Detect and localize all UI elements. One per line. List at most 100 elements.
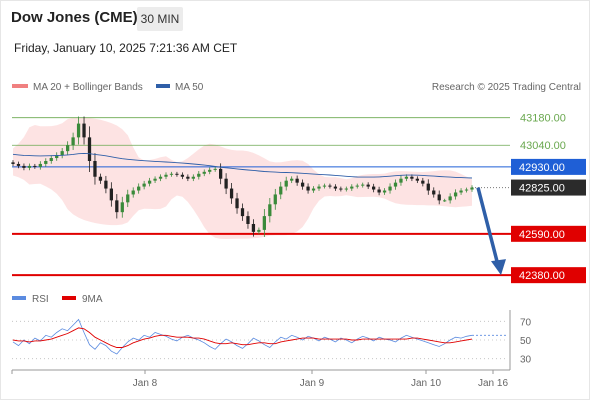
candle-body-38 bbox=[219, 168, 223, 179]
candle-body-9 bbox=[60, 151, 64, 156]
timeframe-button[interactable]: 30 MIN bbox=[137, 7, 183, 31]
x-label-Jan 10: Jan 10 bbox=[411, 378, 441, 389]
candle-body-77 bbox=[432, 190, 436, 195]
candle-body-81 bbox=[453, 192, 458, 197]
candle-body-22 bbox=[131, 190, 135, 195]
candle-body-25 bbox=[147, 180, 152, 184]
candle-body-43 bbox=[246, 216, 250, 224]
candle-body-82 bbox=[459, 190, 463, 193]
moving-averages bbox=[12, 152, 473, 179]
candle-body-26 bbox=[153, 178, 157, 181]
candle-body-59 bbox=[333, 186, 338, 189]
candle-body-5 bbox=[38, 163, 42, 167]
ma50-legend-swatch bbox=[156, 84, 170, 88]
candle-body-65 bbox=[366, 184, 370, 187]
candle-body-74 bbox=[415, 178, 419, 181]
candle-body-45 bbox=[257, 229, 261, 232]
price-level-labels: 43180.00 43040.00 42930.00 42825.00 42590.00… bbox=[511, 113, 586, 284]
candle-body-8 bbox=[55, 155, 59, 159]
candle-body-7 bbox=[49, 158, 53, 161]
candle-body-15 bbox=[93, 160, 97, 177]
candle-body-29 bbox=[169, 173, 174, 175]
candle-body-49 bbox=[279, 186, 283, 195]
level-label-42380.00: 42380.00 bbox=[519, 270, 565, 282]
level-tag-42825.00 bbox=[511, 179, 586, 196]
candle-body-1 bbox=[16, 163, 21, 166]
candle-body-10 bbox=[66, 145, 70, 152]
candle-body-2 bbox=[22, 165, 26, 168]
candle-body-35 bbox=[202, 171, 206, 174]
x-axis: Jan 8 Jan 9 Jan 10 Jan 16 bbox=[11, 370, 508, 389]
x-label-Jan 8: Jan 8 bbox=[133, 378, 158, 389]
rsi-ma-legend-swatch bbox=[62, 296, 76, 300]
candle-body-63 bbox=[355, 185, 359, 187]
x-label-Jan 16: Jan 16 bbox=[478, 378, 508, 389]
candle-body-28 bbox=[164, 174, 168, 177]
forecast-arrow bbox=[476, 187, 506, 276]
level-tag-42930.00 bbox=[511, 158, 586, 175]
candle-body-42 bbox=[240, 208, 245, 217]
candle-body-24 bbox=[142, 183, 146, 187]
forecast-arrow-head bbox=[491, 259, 506, 276]
candle-body-17 bbox=[104, 180, 108, 189]
candle-body-62 bbox=[350, 186, 354, 189]
candle-body-40 bbox=[229, 188, 234, 199]
level-label-42825.00: 42825.00 bbox=[519, 183, 565, 195]
candle-body-56 bbox=[317, 186, 321, 189]
candle-body-61 bbox=[344, 188, 348, 190]
ma50-line bbox=[12, 152, 473, 179]
candle-body-55 bbox=[311, 188, 316, 191]
candle-body-48 bbox=[273, 194, 277, 205]
candle-body-44 bbox=[251, 223, 256, 232]
level-tag-42590.00 bbox=[511, 225, 586, 242]
candle-body-60 bbox=[339, 188, 343, 190]
candle-body-58 bbox=[328, 185, 332, 187]
candle-body-57 bbox=[322, 185, 327, 187]
candle-body-46 bbox=[262, 216, 266, 230]
rsi-y-label-70: 70 bbox=[520, 317, 532, 328]
candle-body-70 bbox=[393, 182, 398, 187]
copyright-text: Research © 2025 Trading Central bbox=[432, 82, 581, 93]
candle-body-6 bbox=[44, 160, 48, 164]
candle-body-54 bbox=[306, 186, 310, 191]
rsi-ma-legend-label: 9MA bbox=[82, 294, 103, 305]
level-tag-42380.00 bbox=[511, 267, 586, 284]
candle-body-67 bbox=[377, 189, 381, 193]
candle-body-47 bbox=[268, 204, 272, 217]
candle-body-37 bbox=[213, 168, 217, 170]
bollinger-bands bbox=[13, 117, 472, 239]
candle-body-4 bbox=[33, 165, 37, 167]
candle-body-68 bbox=[382, 190, 387, 193]
candle-body-75 bbox=[421, 180, 425, 184]
candle-body-84 bbox=[470, 187, 474, 190]
candle-body-41 bbox=[235, 198, 239, 209]
candle-body-36 bbox=[208, 169, 212, 172]
candle-body-0 bbox=[11, 162, 15, 164]
rsi-y-label-30: 30 bbox=[520, 355, 532, 366]
level-label-43180.00: 43180.00 bbox=[520, 113, 566, 125]
candle-body-20 bbox=[120, 202, 124, 213]
candle-body-80 bbox=[448, 196, 452, 201]
level-label-42590.00: 42590.00 bbox=[519, 229, 565, 241]
candle-body-64 bbox=[361, 184, 365, 186]
candle-body-51 bbox=[290, 178, 294, 181]
candle-body-73 bbox=[410, 176, 414, 179]
timestamp: Friday, January 10, 2025 7:21:36 AM CET bbox=[14, 41, 238, 55]
candle-body-32 bbox=[186, 176, 190, 179]
candle-body-12 bbox=[76, 123, 81, 138]
candle-body-31 bbox=[180, 174, 185, 177]
ma50-legend-label: MA 50 bbox=[175, 82, 204, 93]
candle-body-50 bbox=[284, 180, 288, 187]
candle-body-27 bbox=[158, 176, 163, 179]
candle-body-30 bbox=[175, 173, 179, 175]
candle-body-78 bbox=[437, 194, 441, 201]
candle-body-11 bbox=[71, 137, 75, 146]
bollinger-legend-label: MA 20 + Bollinger Bands bbox=[33, 82, 143, 93]
rsi-ma-line bbox=[12, 327, 473, 348]
level-label-43040.00: 43040.00 bbox=[520, 140, 566, 152]
candle-body-83 bbox=[464, 189, 469, 191]
candle-body-76 bbox=[426, 183, 430, 191]
candle-body-3 bbox=[27, 165, 32, 168]
header: Dow Jones (CME) 30 MIN bbox=[0, 0, 590, 36]
